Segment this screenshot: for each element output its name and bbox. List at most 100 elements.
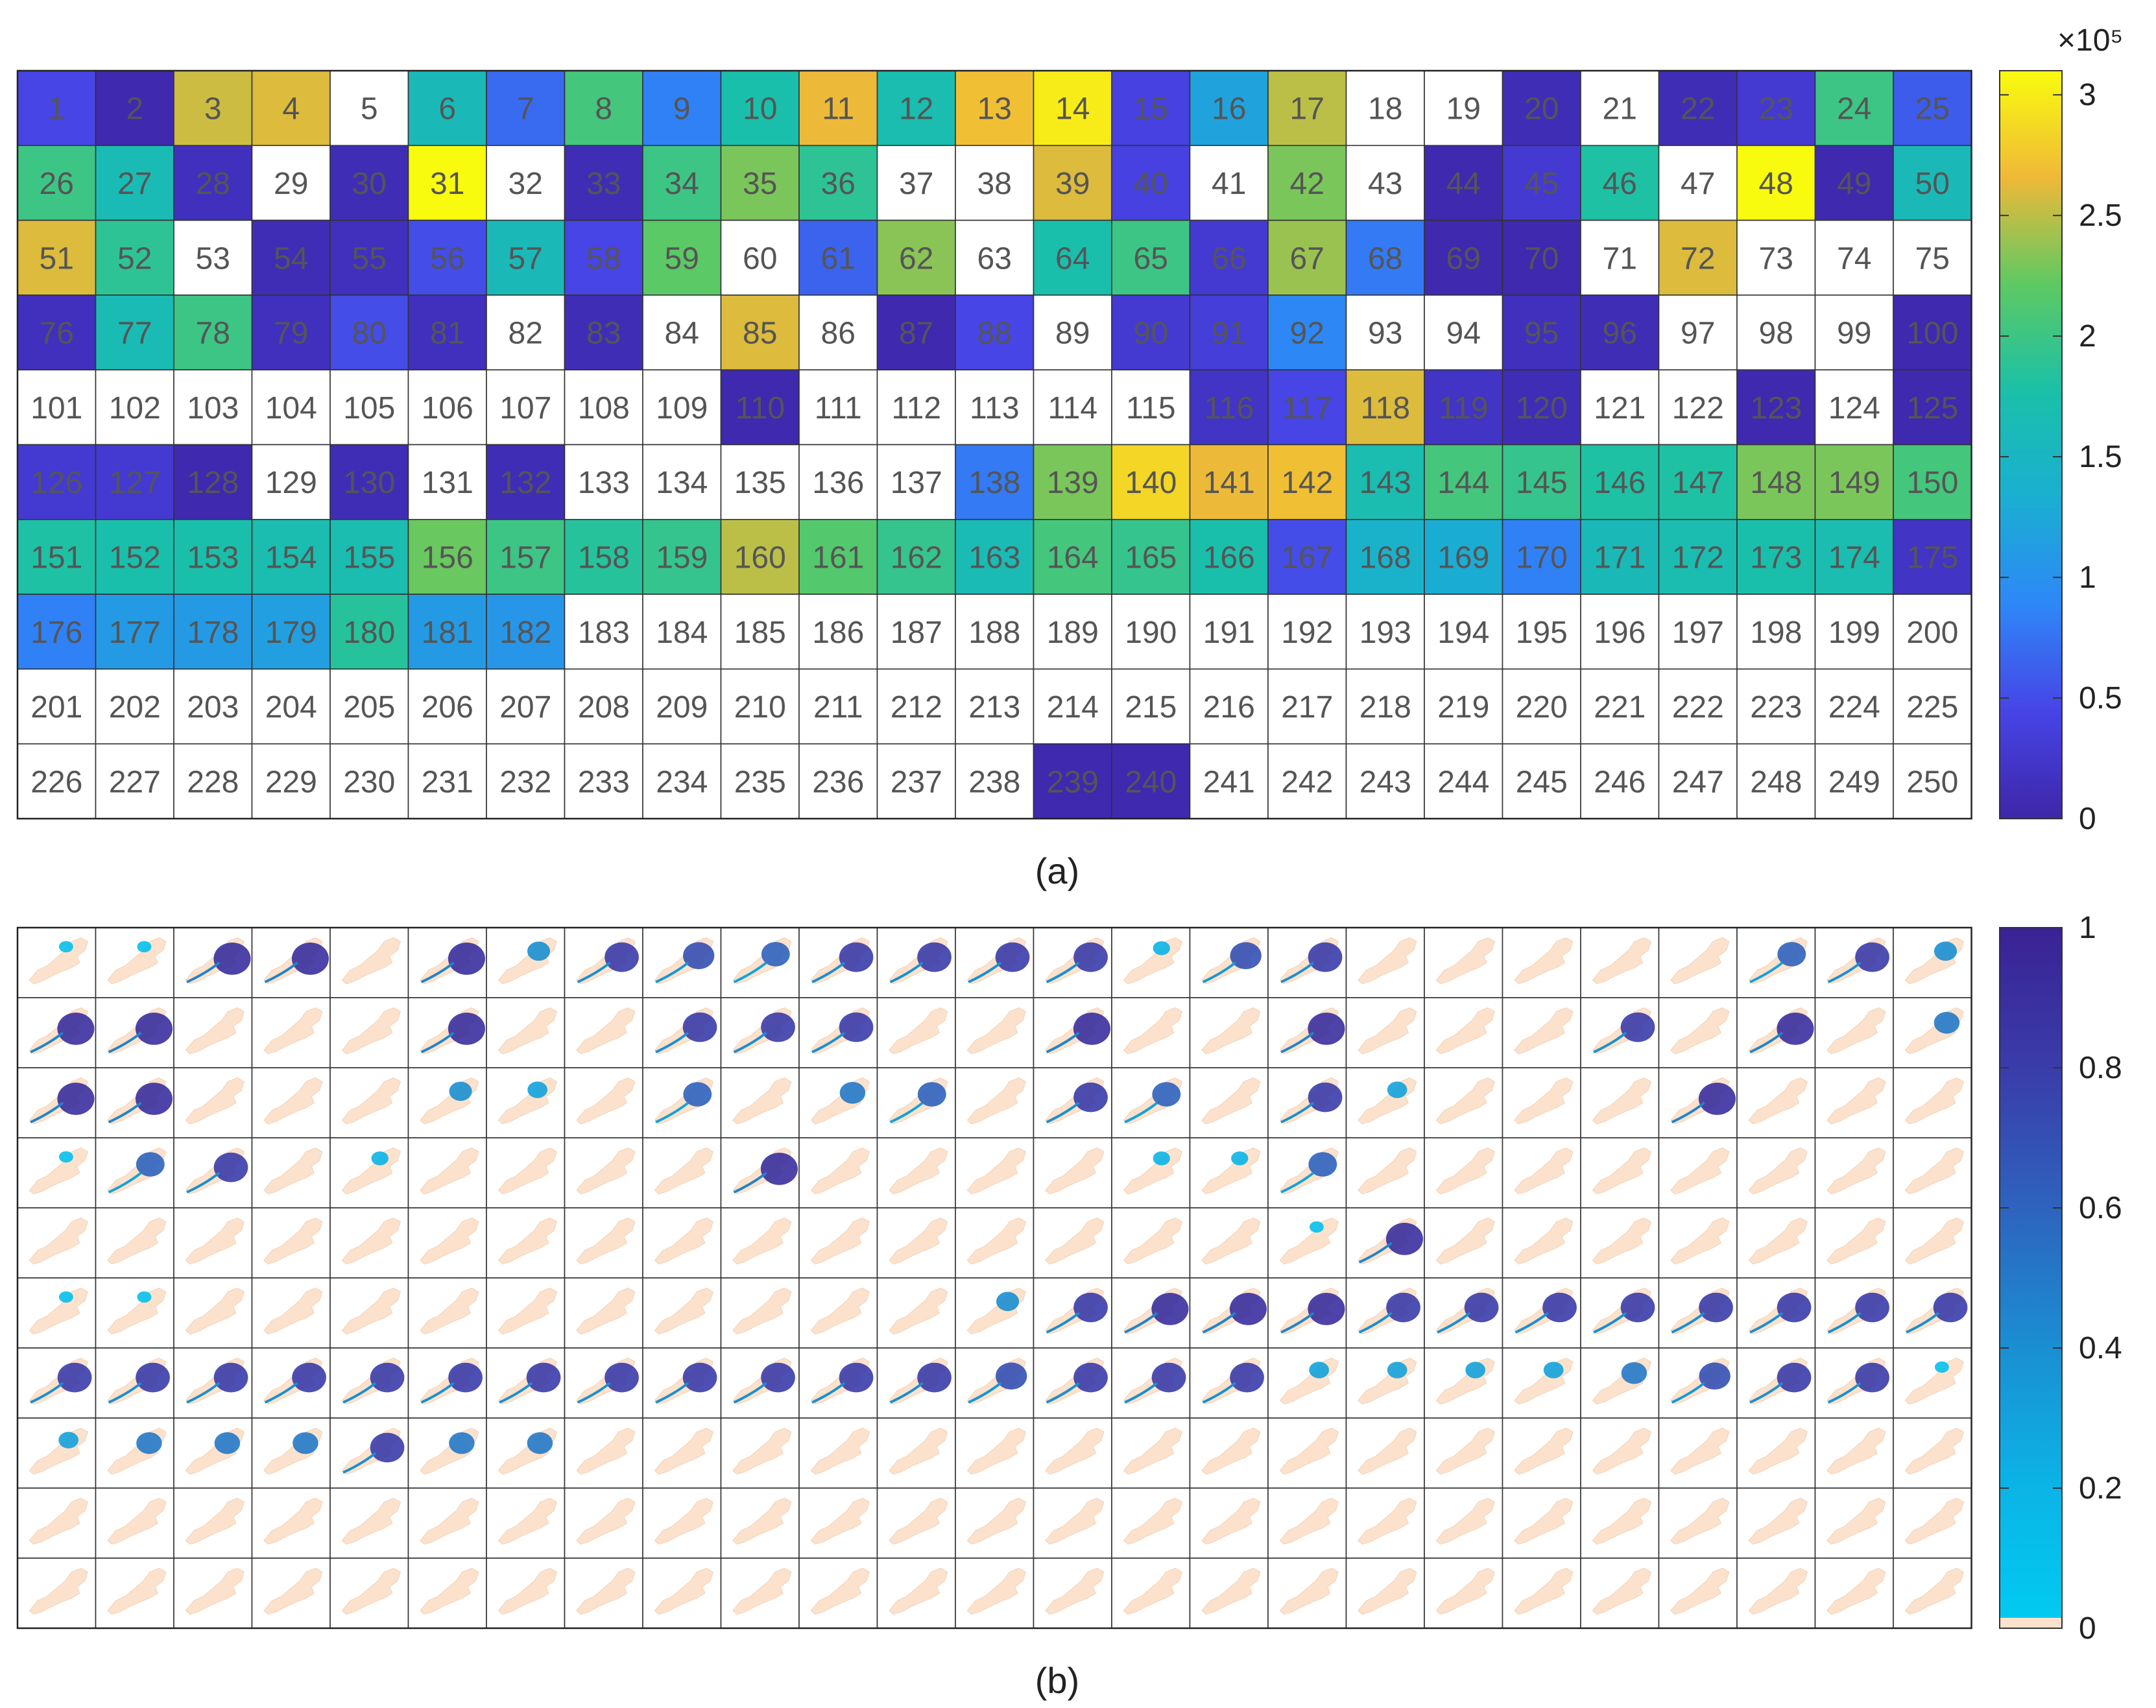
cell-number: 139: [1047, 466, 1099, 500]
flood-extent-mark: [527, 1081, 548, 1098]
cell-number: 203: [187, 690, 239, 725]
heatmap-cell: [720, 369, 800, 446]
flood-channel-mark: [1593, 1031, 1627, 1053]
cell-number: 97: [1681, 317, 1715, 351]
map-thumbnail: [1267, 1137, 1347, 1209]
map-thumbnail: [955, 1137, 1035, 1209]
map-thumbnail: [1658, 1207, 1738, 1279]
flood-extent-mark: [605, 1362, 639, 1393]
map-thumbnail: [17, 997, 97, 1068]
map-thumbnail: [251, 1207, 331, 1279]
map-thumbnail: [955, 1207, 1035, 1279]
cell-number: 10: [743, 92, 777, 126]
flood-extent-mark: [449, 1432, 475, 1454]
map-thumbnail: [251, 1347, 331, 1419]
cell-number: 130: [343, 466, 395, 500]
map-thumbnail: [329, 1347, 409, 1419]
map-thumbnail: [251, 1277, 331, 1349]
map-thumbnail: [564, 927, 643, 998]
heatmap-cell: [955, 295, 1035, 370]
flood-channel-mark: [889, 961, 924, 983]
map-thumbnail: [798, 1207, 878, 1279]
map-thumbnail: [251, 1067, 331, 1138]
flood-extent-mark: [761, 1362, 795, 1393]
map-thumbnail: [1658, 1277, 1738, 1349]
heatmap-cell: [17, 594, 97, 670]
heatmap-cell: [486, 743, 566, 819]
flood-extent-mark: [1308, 942, 1343, 972]
heatmap-cell: [1580, 594, 1660, 670]
cell-number: 62: [899, 241, 933, 276]
map-thumbnail: [1424, 1277, 1503, 1349]
flood-extent-mark: [1621, 1362, 1647, 1384]
cell-number: 22: [1681, 92, 1715, 126]
flood-extent-mark: [1464, 1292, 1499, 1323]
flood-channel-mark: [108, 1101, 142, 1124]
map-thumbnail: [1189, 1417, 1269, 1489]
map-thumbnail: [720, 997, 800, 1068]
cell-number: 196: [1594, 616, 1646, 650]
heatmap-cell: [642, 444, 722, 520]
cell-number: 154: [265, 540, 317, 575]
cell-number: 200: [1906, 616, 1958, 650]
map-thumbnail: [1111, 1067, 1191, 1138]
map-thumbnail: [798, 1417, 878, 1489]
cell-number: 53: [196, 241, 230, 276]
heatmap-cell: [1893, 70, 1972, 147]
heatmap-cell: [642, 743, 722, 819]
cell-number: 103: [187, 391, 239, 426]
map-thumbnail: [1345, 1487, 1425, 1559]
heatmap-cell: [1424, 219, 1503, 296]
map-thumbnail: [955, 997, 1035, 1068]
heatmap-cell: [329, 743, 409, 819]
map-thumbnail: [486, 1207, 566, 1279]
map-thumbnail: [173, 1137, 253, 1209]
heatmap-cell: [329, 444, 409, 520]
heatmap-cell: [1580, 70, 1660, 147]
map-thumbnail: [876, 1558, 956, 1629]
heatmap-cell: [1736, 219, 1816, 296]
flood-extent-mark: [292, 1362, 326, 1393]
cell-number: 121: [1594, 391, 1646, 426]
heatmap-cell: [251, 219, 331, 296]
flood-channel-mark: [1437, 1312, 1471, 1334]
flood-extent-mark: [136, 1362, 170, 1393]
map-thumbnail: [1345, 1347, 1425, 1419]
map-thumbnail: [1267, 1277, 1347, 1349]
cell-number: 237: [891, 765, 942, 799]
heatmap-cell: [173, 145, 253, 221]
map-thumbnail: [1658, 997, 1738, 1068]
map-thumbnail: [798, 927, 878, 998]
cell-number: 119: [1439, 391, 1489, 426]
cell-number: 164: [1047, 540, 1099, 575]
heatmap-cell: [1267, 70, 1347, 147]
flood-channel-mark: [264, 1382, 298, 1404]
map-thumbnail: [1736, 997, 1816, 1068]
map-thumbnail: [1814, 1347, 1894, 1419]
flood-channel-mark: [1202, 961, 1236, 983]
map-thumbnail: [1893, 1277, 1972, 1349]
cell-number: 118: [1360, 391, 1410, 426]
cell-number: 75: [1915, 241, 1950, 276]
flood-extent-mark: [526, 1362, 561, 1393]
cell-number: 6: [438, 92, 456, 126]
heatmap-cell: [251, 369, 331, 446]
cell-number: 192: [1281, 616, 1333, 650]
cell-number: 205: [343, 690, 395, 725]
map-thumbnail: [1111, 1207, 1191, 1279]
heatmap-cell: [173, 743, 253, 819]
heatmap-cell: [17, 219, 97, 296]
map-thumbnail: [1580, 1558, 1660, 1629]
heatmap-cell: [955, 145, 1035, 221]
flood-extent-mark: [57, 1082, 95, 1115]
heatmap-cell: [1502, 369, 1581, 446]
flood-channel-mark: [1593, 1312, 1627, 1334]
map-thumbnail: [1502, 1417, 1581, 1489]
cell-number: 233: [578, 765, 630, 799]
flood-extent-mark: [137, 1291, 152, 1303]
flood-extent-mark: [58, 1291, 73, 1303]
heatmap-cell: [251, 444, 331, 520]
cell-number: 246: [1594, 765, 1646, 799]
cell-number: 143: [1359, 466, 1411, 500]
heatmap-cell: [1033, 594, 1112, 670]
